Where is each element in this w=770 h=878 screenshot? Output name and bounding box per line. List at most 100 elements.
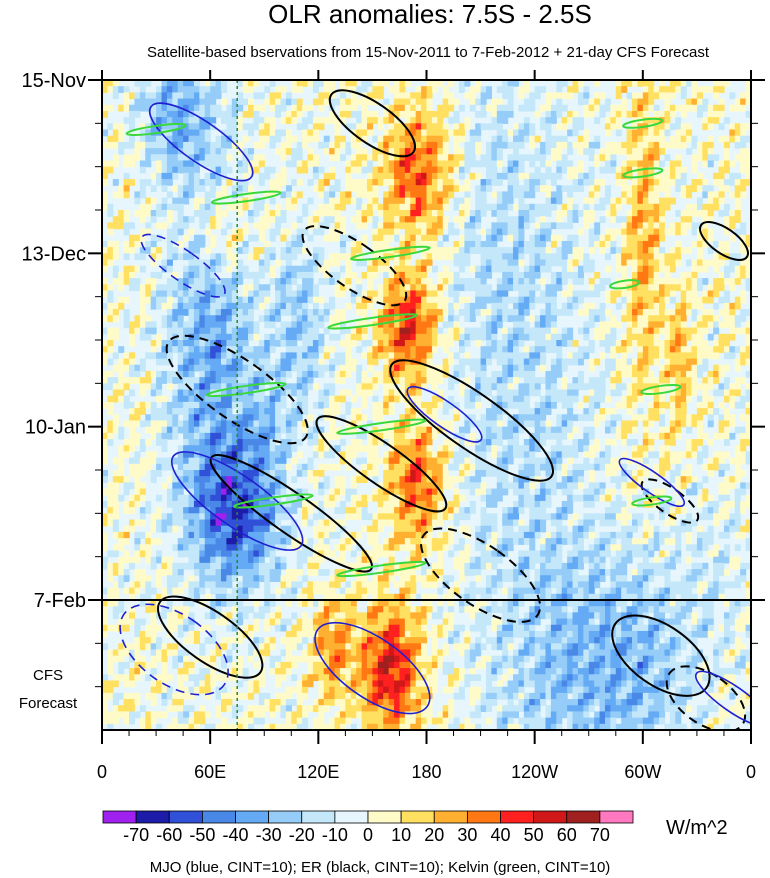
heat-cell [166,253,173,261]
heat-cell [350,327,357,335]
heat-cell [740,327,747,335]
heat-cell [734,191,741,199]
heat-cell [123,185,130,193]
heat-cell [248,420,255,428]
heat-cell [210,216,217,223]
heat-cell [637,203,644,211]
heat-cell [572,166,579,174]
heat-cell [421,327,428,335]
heat-cell [561,389,568,397]
heat-cell [112,216,119,223]
heat-cell [421,234,428,242]
heat-cell [193,271,200,279]
heat-cell [258,426,265,434]
heat-cell [193,340,200,347]
heat-cell [426,401,433,409]
heat-cell [707,117,714,124]
heat-cell [220,148,227,155]
heat-cell [594,315,601,323]
heat-cell [177,129,184,137]
heat-cell [680,247,687,254]
heat-cell [177,426,184,434]
heat-cell [534,222,541,230]
heat-cell [193,389,200,397]
heat-cell [285,309,292,316]
heat-cell [740,395,747,403]
heat-cell [107,309,114,316]
heat-cell [204,247,211,254]
heat-cell [529,98,536,106]
heat-cell [172,377,179,384]
heat-cell [329,228,336,236]
heat-cell [610,408,617,415]
heat-cell [285,333,292,341]
heat-cell [258,117,265,124]
heat-cell [458,358,465,366]
heat-cell [529,129,536,137]
heat-cell [118,222,125,230]
heat-cell [226,129,233,137]
heat-cell [648,92,655,100]
heat-cell [367,346,374,353]
heat-cell [740,166,747,174]
heat-cell [729,160,736,168]
heat-cell [388,197,395,205]
heat-cell [123,383,130,391]
heat-cell [502,117,509,124]
heat-cell [610,123,617,131]
heat-cell [139,123,146,131]
heat-cell [567,259,574,267]
heat-cell [350,333,357,341]
heat-cell [323,414,330,422]
heat-cell [161,179,168,186]
heat-cell [534,420,541,428]
heat-cell [220,358,227,366]
heat-cell [507,228,514,236]
heat-cell [442,129,449,137]
heat-cell [177,290,184,298]
heat-cell [545,92,552,100]
heat-cell [632,253,639,261]
heat-cell [237,265,244,273]
heat-cell [415,123,422,131]
heat-cell [134,154,141,162]
heat-cell [464,185,471,193]
heat-cell [183,92,190,100]
heat-cell [356,253,363,261]
heat-cell [567,358,574,366]
heat-cell [404,401,411,409]
heat-cell [285,265,292,273]
heat-cell [410,172,417,180]
heat-cell [215,296,222,304]
heat-cell [431,129,438,137]
heat-cell [723,420,730,428]
heat-cell [226,340,233,347]
heat-cell [161,302,168,310]
heat-cell [426,117,433,124]
heat-cell [529,234,536,242]
heat-cell [491,370,498,378]
heat-cell [394,154,401,162]
heat-cell [718,346,725,353]
heat-cell [339,370,346,378]
heat-cell [383,80,390,87]
heat-cell [356,216,363,223]
heat-cell [491,315,498,323]
heat-cell [237,247,244,254]
heat-cell [177,185,184,193]
heat-cell [237,358,244,366]
heat-cell [696,420,703,428]
heat-cell [318,253,325,261]
heat-cell [648,104,655,112]
heat-cell [291,296,298,304]
heat-cell [415,333,422,341]
heat-cell [599,154,606,162]
heat-cell [507,197,514,205]
heat-cell [529,203,536,211]
heat-cell [372,222,379,230]
heat-cell [356,333,363,341]
heat-cell [280,401,287,409]
heat-cell [323,302,330,310]
heat-cell [448,172,455,180]
heat-cell [431,185,438,193]
